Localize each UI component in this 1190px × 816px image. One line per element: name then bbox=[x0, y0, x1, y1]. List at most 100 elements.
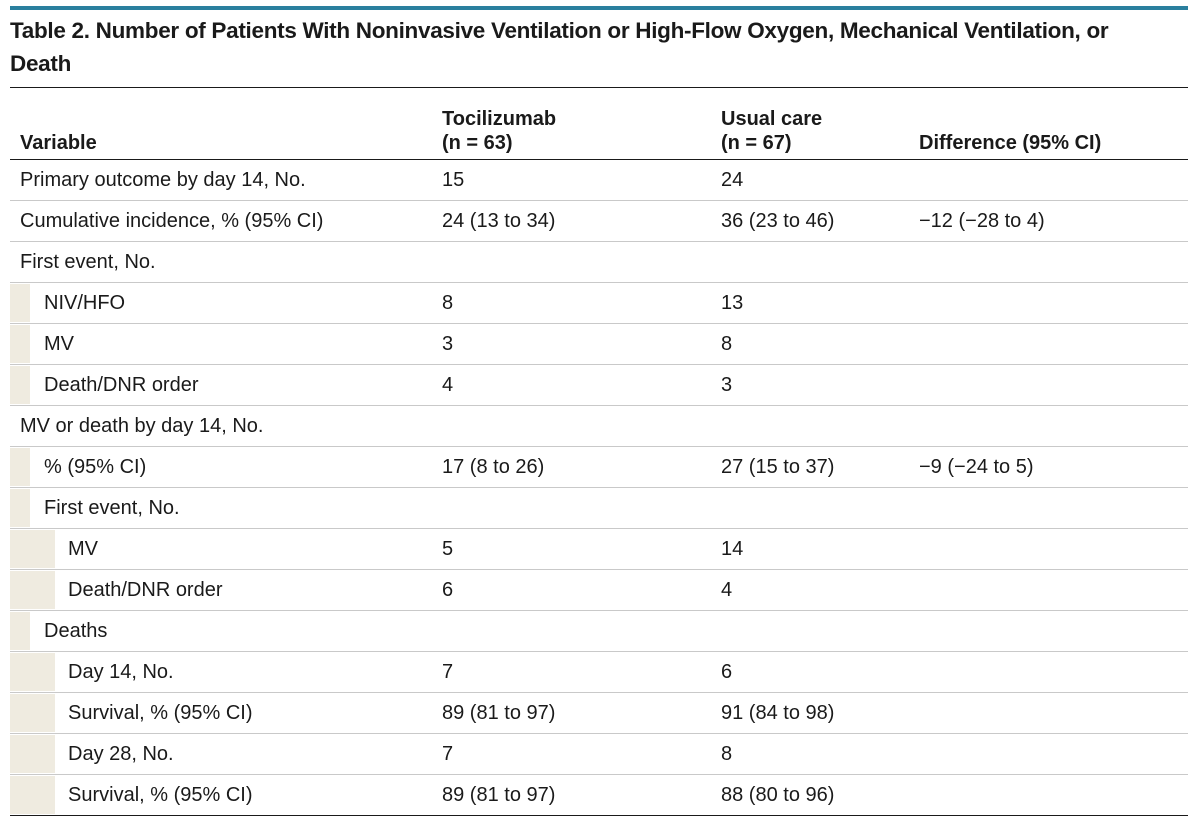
header-tocilizumab: Tocilizumab (n = 63) bbox=[442, 88, 721, 160]
table-header: Variable Tocilizumab (n = 63) Usual care… bbox=[10, 88, 1188, 160]
cell-usual-care: 4 bbox=[721, 569, 919, 611]
row-label-cell: Primary outcome by day 14, No. bbox=[10, 159, 442, 201]
cell-usual-care: 3 bbox=[721, 364, 919, 406]
cell-difference: −9 (−24 to 5) bbox=[919, 446, 1188, 488]
cell-usual-care bbox=[721, 405, 919, 447]
cell-usual-care: 13 bbox=[721, 282, 919, 324]
table-row: % (95% CI) 17 (8 to 26) 27 (15 to 37) −9 (−… bbox=[10, 446, 1188, 488]
cell-usual-care: 6 bbox=[721, 651, 919, 693]
table-row: MV or death by day 14, No. bbox=[10, 405, 1188, 447]
row-label: MV or death by day 14, No. bbox=[20, 415, 264, 437]
indent-marker bbox=[10, 489, 30, 527]
cell-difference bbox=[919, 528, 1188, 570]
cell-difference bbox=[919, 569, 1188, 611]
table-title: Table 2. Number of Patients With Noninva… bbox=[10, 18, 1109, 76]
title-rule bbox=[10, 87, 1188, 88]
cell-difference bbox=[919, 651, 1188, 693]
header-difference: Difference (95% CI) bbox=[919, 88, 1188, 160]
row-label: Death/DNR order bbox=[44, 374, 199, 396]
row-label-cell: Death/DNR order bbox=[10, 569, 442, 611]
row-label: Death/DNR order bbox=[68, 579, 223, 601]
cell-difference bbox=[919, 733, 1188, 775]
row-label-cell: MV bbox=[10, 323, 442, 365]
cell-tocilizumab: 15 bbox=[442, 159, 721, 201]
cell-difference bbox=[919, 487, 1188, 529]
cell-tocilizumab: 89 (81 to 97) bbox=[442, 692, 721, 734]
cell-difference bbox=[919, 692, 1188, 734]
row-label: Survival, % (95% CI) bbox=[68, 784, 253, 806]
cell-tocilizumab: 17 (8 to 26) bbox=[442, 446, 721, 488]
row-label-cell: MV bbox=[10, 528, 442, 570]
row-label: Primary outcome by day 14, No. bbox=[20, 169, 306, 191]
indent-marker bbox=[10, 284, 30, 322]
row-label: MV bbox=[44, 333, 74, 355]
table-row: Primary outcome by day 14, No. 15 24 bbox=[10, 159, 1188, 201]
header-tocilizumab-n: (n = 63) bbox=[442, 132, 513, 154]
table-body: Primary outcome by day 14, No. 15 24 Cumula… bbox=[10, 159, 1188, 816]
table-row: Survival, % (95% CI) 89 (81 to 97) 88 (80 … bbox=[10, 774, 1188, 816]
row-label-cell: First event, No. bbox=[10, 241, 442, 283]
top-accent-rule bbox=[10, 6, 1188, 10]
indent-marker bbox=[10, 776, 55, 814]
cell-tocilizumab bbox=[442, 405, 721, 447]
cell-difference bbox=[919, 159, 1188, 201]
table-row: MV 3 8 bbox=[10, 323, 1188, 365]
cell-usual-care: 8 bbox=[721, 323, 919, 365]
indent-marker bbox=[10, 735, 55, 773]
cell-usual-care: 8 bbox=[721, 733, 919, 775]
indent-marker bbox=[10, 612, 30, 650]
cell-tocilizumab: 7 bbox=[442, 733, 721, 775]
table-row: First event, No. bbox=[10, 487, 1188, 529]
row-label: Survival, % (95% CI) bbox=[68, 702, 253, 724]
table-row: MV 5 14 bbox=[10, 528, 1188, 570]
table-row: NIV/HFO 8 13 bbox=[10, 282, 1188, 324]
indent-marker bbox=[10, 530, 55, 568]
cell-usual-care: 88 (80 to 96) bbox=[721, 774, 919, 816]
row-label-cell: Death/DNR order bbox=[10, 364, 442, 406]
indent-marker bbox=[10, 694, 55, 732]
indent-marker bbox=[10, 366, 30, 404]
cell-difference bbox=[919, 364, 1188, 406]
row-label-cell: NIV/HFO bbox=[10, 282, 442, 324]
header-variable-label: Variable bbox=[20, 132, 97, 154]
header-tocilizumab-label: Tocilizumab bbox=[442, 108, 557, 130]
table-row: First event, No. bbox=[10, 241, 1188, 283]
table-row: Day 14, No. 7 6 bbox=[10, 651, 1188, 693]
row-label: Day 28, No. bbox=[68, 743, 174, 765]
row-label: Cumulative incidence, % (95% CI) bbox=[20, 210, 324, 232]
header-usual-care-n: (n = 67) bbox=[721, 132, 792, 154]
cell-tocilizumab bbox=[442, 241, 721, 283]
row-label-cell: Survival, % (95% CI) bbox=[10, 774, 442, 816]
table-row: Death/DNR order 6 4 bbox=[10, 569, 1188, 611]
cell-tocilizumab: 5 bbox=[442, 528, 721, 570]
cell-tocilizumab: 89 (81 to 97) bbox=[442, 774, 721, 816]
row-label-cell: MV or death by day 14, No. bbox=[10, 405, 442, 447]
header-difference-label: Difference (95% CI) bbox=[919, 132, 1102, 154]
cell-usual-care: 27 (15 to 37) bbox=[721, 446, 919, 488]
cell-difference bbox=[919, 241, 1188, 283]
cell-tocilizumab: 8 bbox=[442, 282, 721, 324]
indent-marker bbox=[10, 653, 55, 691]
indent-marker bbox=[10, 448, 30, 486]
row-label-cell: First event, No. bbox=[10, 487, 442, 529]
table-row: Cumulative incidence, % (95% CI) 24 (13 t… bbox=[10, 200, 1188, 242]
cell-usual-care bbox=[721, 610, 919, 652]
cell-difference bbox=[919, 774, 1188, 816]
header-variable: Variable bbox=[10, 88, 442, 160]
row-label-cell: Day 14, No. bbox=[10, 651, 442, 693]
header-usual-care: Usual care (n = 67) bbox=[721, 88, 919, 160]
row-label: NIV/HFO bbox=[44, 292, 126, 314]
cell-usual-care: 14 bbox=[721, 528, 919, 570]
cell-usual-care: 91 (84 to 98) bbox=[721, 692, 919, 734]
cell-usual-care bbox=[721, 241, 919, 283]
indent-marker bbox=[10, 325, 30, 363]
row-label: Deaths bbox=[44, 620, 108, 642]
row-label: First event, No. bbox=[20, 251, 156, 273]
cell-difference: −12 (−28 to 4) bbox=[919, 200, 1188, 242]
cell-tocilizumab: 6 bbox=[442, 569, 721, 611]
row-label: Day 14, No. bbox=[68, 661, 174, 683]
indent-marker bbox=[10, 571, 55, 609]
row-label-cell: % (95% CI) bbox=[10, 446, 442, 488]
row-label: First event, No. bbox=[44, 497, 180, 519]
row-label-cell: Cumulative incidence, % (95% CI) bbox=[10, 200, 442, 242]
